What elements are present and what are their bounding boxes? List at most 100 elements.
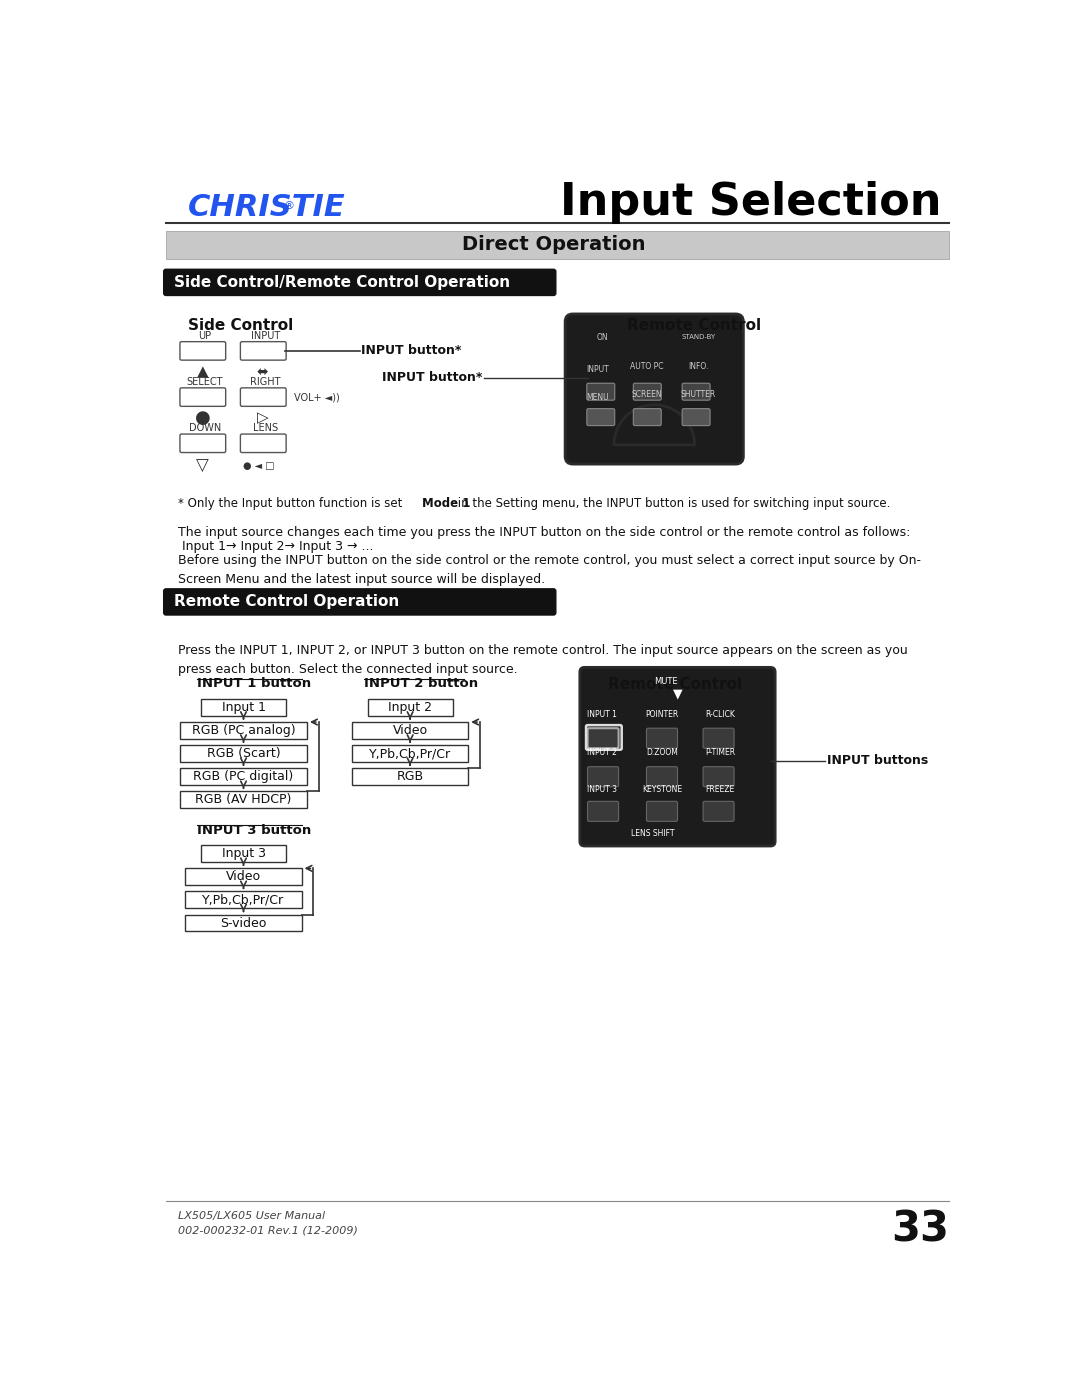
Text: The input source changes each time you press the INPUT button on the side contro: The input source changes each time you p… [177, 525, 910, 539]
Text: Input 1→ Input 2→ Input 3 → ...: Input 1→ Input 2→ Input 3 → ... [177, 541, 373, 553]
FancyBboxPatch shape [186, 869, 301, 886]
Text: 33: 33 [891, 1208, 948, 1250]
FancyBboxPatch shape [588, 802, 619, 821]
Text: ▽: ▽ [197, 457, 208, 475]
FancyBboxPatch shape [588, 728, 619, 749]
FancyBboxPatch shape [180, 342, 226, 360]
FancyBboxPatch shape [241, 342, 286, 360]
Text: RGB (AV HDCP): RGB (AV HDCP) [195, 793, 292, 806]
Text: P-TIMER: P-TIMER [705, 749, 735, 757]
Text: Remote Control Operation: Remote Control Operation [174, 594, 399, 609]
Text: LENS SHIFT: LENS SHIFT [631, 830, 675, 838]
FancyBboxPatch shape [647, 802, 677, 821]
FancyBboxPatch shape [647, 767, 677, 787]
Text: MUTE: MUTE [654, 676, 677, 686]
FancyBboxPatch shape [180, 388, 226, 407]
FancyBboxPatch shape [633, 383, 661, 400]
Text: RGB (PC digital): RGB (PC digital) [193, 770, 294, 784]
Text: Before using the INPUT button on the side control or the remote control, you mus: Before using the INPUT button on the sid… [177, 555, 920, 587]
Text: Video: Video [226, 870, 261, 883]
Text: ON: ON [596, 332, 608, 341]
Text: INPUT button*: INPUT button* [382, 372, 482, 384]
Text: INPUT 2: INPUT 2 [586, 749, 617, 757]
FancyBboxPatch shape [201, 845, 286, 862]
Text: * Only the Input button function is set: * Only the Input button function is set [177, 497, 406, 510]
Text: RGB (Scart): RGB (Scart) [206, 747, 281, 760]
FancyBboxPatch shape [683, 383, 710, 400]
Text: Input 3: Input 3 [221, 847, 266, 861]
Text: ®: ® [284, 201, 295, 211]
FancyBboxPatch shape [588, 767, 619, 787]
Text: ▼: ▼ [673, 687, 683, 700]
FancyBboxPatch shape [179, 768, 308, 785]
Text: CHRISTIE: CHRISTIE [188, 193, 346, 222]
FancyBboxPatch shape [633, 409, 661, 426]
Text: R-CLICK: R-CLICK [705, 710, 735, 719]
Text: Video: Video [392, 724, 428, 738]
Text: INPUT: INPUT [586, 365, 609, 374]
Text: INPUT 1 button: INPUT 1 button [197, 678, 311, 690]
Text: Mode 1: Mode 1 [422, 497, 470, 510]
Text: D.ZOOM: D.ZOOM [646, 749, 678, 757]
FancyBboxPatch shape [179, 791, 308, 809]
Text: INPUT 3 button: INPUT 3 button [197, 824, 311, 837]
Text: Y,Pb,Cb,Pr/Cr: Y,Pb,Cb,Pr/Cr [369, 747, 451, 760]
FancyBboxPatch shape [186, 915, 301, 932]
Text: FREEZE: FREEZE [705, 785, 734, 795]
FancyBboxPatch shape [164, 270, 556, 295]
FancyBboxPatch shape [703, 767, 734, 787]
FancyBboxPatch shape [352, 745, 469, 763]
FancyBboxPatch shape [166, 231, 948, 258]
Wedge shape [613, 405, 694, 444]
Text: ▲: ▲ [197, 365, 208, 379]
Text: POINTER: POINTER [646, 710, 678, 719]
Text: 002-000232-01 Rev.1 (12-2009): 002-000232-01 Rev.1 (12-2009) [177, 1225, 357, 1235]
Text: Direct Operation: Direct Operation [462, 235, 645, 254]
Text: INFO.: INFO. [688, 362, 708, 370]
FancyBboxPatch shape [241, 434, 286, 453]
FancyBboxPatch shape [703, 802, 734, 821]
FancyBboxPatch shape [352, 722, 469, 739]
Text: Remote Control: Remote Control [608, 678, 742, 693]
FancyBboxPatch shape [586, 409, 615, 426]
Text: Side Control: Side Control [188, 317, 293, 332]
Text: RGB (PC analog): RGB (PC analog) [191, 724, 295, 738]
Text: Remote Control: Remote Control [627, 317, 761, 332]
Text: ▷: ▷ [257, 411, 269, 426]
Text: RIGHT: RIGHT [249, 377, 281, 387]
Text: KEYSTONE: KEYSTONE [642, 785, 683, 795]
Text: STAND-BY: STAND-BY [681, 334, 716, 339]
FancyBboxPatch shape [179, 722, 308, 739]
Text: Side Control/Remote Control Operation: Side Control/Remote Control Operation [174, 275, 510, 289]
Text: MENU: MENU [586, 393, 609, 401]
Text: S-video: S-video [220, 916, 267, 929]
FancyBboxPatch shape [179, 745, 308, 763]
Text: DOWN: DOWN [189, 423, 221, 433]
Text: INPUT: INPUT [251, 331, 280, 341]
FancyBboxPatch shape [186, 891, 301, 908]
Text: SHUTTER: SHUTTER [680, 390, 716, 398]
FancyBboxPatch shape [367, 698, 453, 715]
FancyBboxPatch shape [565, 314, 743, 464]
Text: ⬌: ⬌ [257, 365, 269, 379]
Text: SELECT: SELECT [187, 377, 222, 387]
Text: Input 1: Input 1 [221, 701, 266, 714]
Text: RGB: RGB [396, 770, 423, 784]
Text: ●: ● [194, 409, 211, 427]
FancyBboxPatch shape [580, 668, 775, 847]
FancyBboxPatch shape [201, 698, 286, 715]
FancyBboxPatch shape [352, 768, 469, 785]
Text: INPUT button*: INPUT button* [362, 345, 461, 358]
Text: INPUT 2 button: INPUT 2 button [364, 678, 477, 690]
Text: INPUT buttons: INPUT buttons [827, 754, 929, 767]
Text: Press the INPUT 1, INPUT 2, or INPUT 3 button on the remote control. The input s: Press the INPUT 1, INPUT 2, or INPUT 3 b… [177, 644, 907, 676]
Text: SCREEN: SCREEN [631, 390, 662, 398]
Text: in the Setting menu, the INPUT button is used for switching input source.: in the Setting menu, the INPUT button is… [455, 497, 891, 510]
FancyBboxPatch shape [241, 388, 286, 407]
Text: INPUT 1: INPUT 1 [586, 710, 617, 719]
Text: INPUT 3: INPUT 3 [586, 785, 617, 795]
FancyBboxPatch shape [703, 728, 734, 749]
Text: LENS: LENS [253, 423, 278, 433]
Text: Y,Pb,Cb,Pr/Cr: Y,Pb,Cb,Pr/Cr [202, 894, 284, 907]
FancyBboxPatch shape [683, 409, 710, 426]
